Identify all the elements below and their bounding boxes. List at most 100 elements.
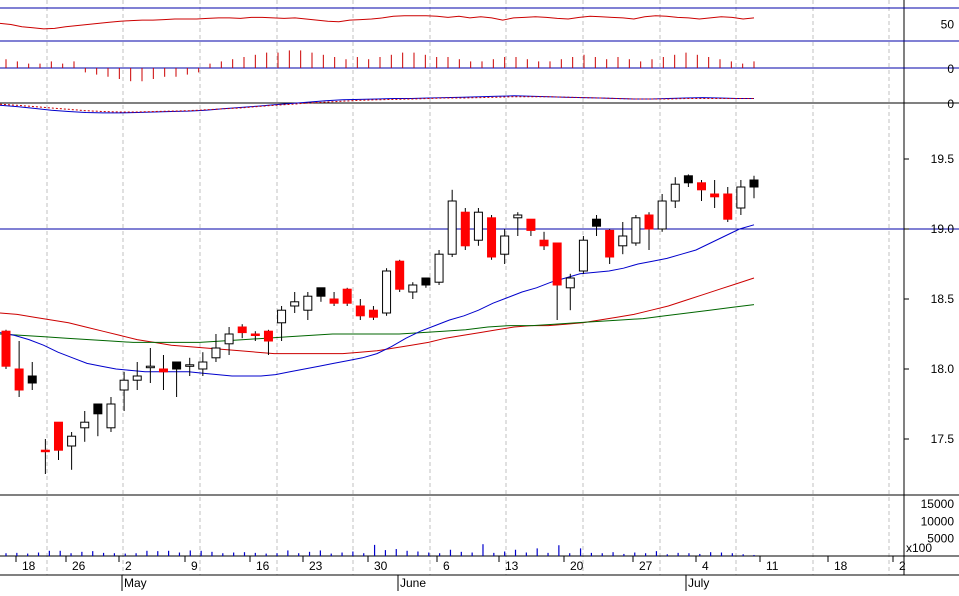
candle-body: [316, 287, 326, 297]
histogram-panel: [5, 50, 755, 82]
volume-tick-label: 5000: [927, 532, 954, 546]
moving-average-mid: [0, 277, 755, 355]
candle: [736, 180, 746, 215]
candle: [723, 187, 733, 222]
macd-signal-line: [0, 96, 754, 113]
price-tick-label: 19.0: [931, 222, 955, 236]
candle-body: [119, 379, 129, 391]
candle-body: [723, 193, 733, 220]
candle-body: [198, 361, 208, 370]
candle-body: [172, 361, 182, 370]
candle-body: [329, 298, 339, 304]
date-tick-label: 20: [570, 559, 584, 573]
axis-labels: 19.519.018.518.017.5500015000100005000x1…: [15, 18, 955, 591]
candle-body: [592, 218, 602, 227]
candle-body: [185, 364, 195, 367]
month-label: May: [124, 576, 147, 590]
candle-body: [53, 421, 63, 451]
price-tick-label: 18.0: [931, 362, 955, 376]
macd-line: [0, 95, 754, 114]
date-tick-label: 18: [834, 559, 848, 573]
month-label: June: [400, 576, 426, 590]
candle: [447, 189, 457, 257]
panel-frames: [0, 0, 959, 576]
candle-body: [145, 365, 155, 369]
candle: [539, 231, 549, 250]
candle-body: [106, 403, 116, 429]
candle: [670, 177, 680, 208]
osc-tick-label: 50: [941, 18, 955, 32]
candle: [460, 208, 470, 250]
candle: [592, 215, 602, 236]
candle: [355, 299, 365, 320]
month-label: July: [688, 576, 709, 590]
candle-body: [565, 277, 575, 289]
date-tick-label: 18: [22, 559, 36, 573]
candle-body: [303, 295, 313, 311]
candle-body: [578, 239, 588, 272]
candle: [93, 403, 103, 437]
candle: [395, 259, 405, 292]
candle: [631, 215, 641, 246]
candle: [145, 348, 155, 383]
candle: [644, 212, 654, 250]
candle-body: [355, 305, 365, 317]
candle: [172, 361, 182, 397]
candle: [14, 341, 24, 397]
candle-body: [277, 309, 287, 324]
candle: [368, 306, 378, 320]
price-tick-label: 18.5: [931, 292, 955, 306]
candle-body: [368, 309, 378, 318]
candle-body: [224, 333, 234, 345]
candle-body: [237, 326, 247, 334]
candle: [434, 250, 444, 285]
candle: [408, 282, 418, 299]
candle-body: [67, 435, 77, 447]
date-tick-label: 2: [899, 559, 906, 573]
candle-body: [382, 270, 392, 314]
candle: [749, 175, 759, 199]
candle: [526, 218, 536, 236]
candle: [552, 242, 562, 320]
candle-body: [80, 421, 90, 429]
candle: [329, 292, 339, 306]
candle-body: [447, 200, 457, 255]
candle-body: [487, 217, 497, 258]
moving-average-short: [0, 224, 755, 377]
candle: [303, 292, 313, 320]
candle-body: [40, 449, 50, 453]
candle-body: [27, 375, 37, 384]
candle-body: [736, 186, 746, 209]
macd-panel: [0, 95, 754, 114]
volume-tick-label: 10000: [921, 514, 955, 528]
candle: [250, 331, 260, 341]
candle-body: [263, 330, 273, 342]
candle-body: [644, 214, 654, 230]
candle-body: [434, 253, 444, 283]
candle-body: [158, 368, 168, 373]
candle: [316, 287, 326, 302]
candle: [277, 306, 287, 341]
candle-body: [513, 214, 523, 219]
candle: [657, 194, 667, 232]
candle: [237, 324, 247, 339]
oscillator-line: [0, 15, 755, 30]
candle: [618, 222, 628, 255]
date-tick-label: 30: [374, 559, 388, 573]
candle: [290, 292, 300, 313]
candle-body: [14, 368, 24, 391]
candle: [198, 352, 208, 376]
date-tick-label: 16: [256, 559, 270, 573]
candle: [67, 432, 77, 470]
candle: [342, 287, 352, 306]
moving-averages: [0, 224, 755, 377]
date-tick-label: 26: [72, 559, 86, 573]
candle-body: [93, 403, 103, 415]
date-tick-label: 13: [505, 559, 519, 573]
date-tick-label: 4: [702, 559, 709, 573]
candle: [211, 334, 221, 362]
candle: [106, 397, 116, 432]
candle-body: [710, 193, 720, 198]
